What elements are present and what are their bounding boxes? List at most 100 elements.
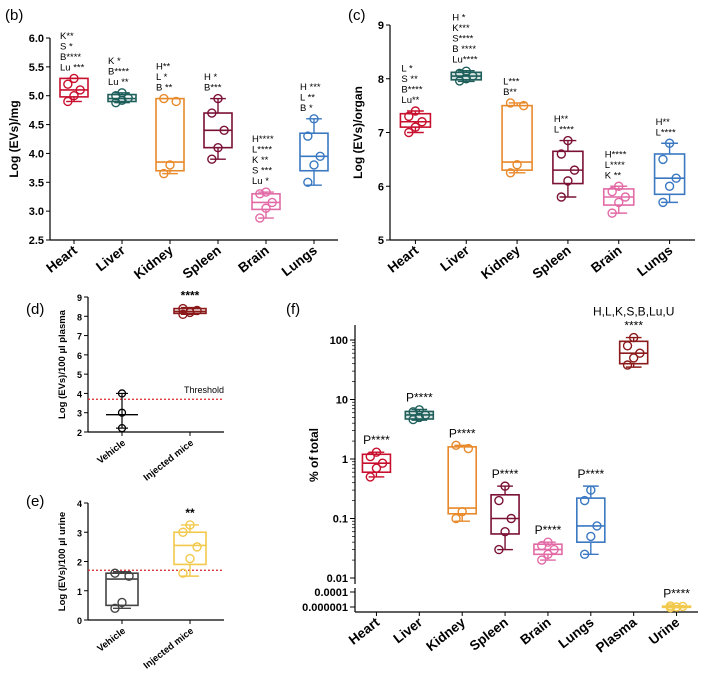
d-significance-label: ****: [181, 289, 200, 303]
b-significance-label: H ***: [300, 82, 321, 93]
f-spleen-point: [506, 513, 516, 524]
e-y-tick-label: 4: [77, 499, 82, 509]
c-liver-point: [468, 71, 478, 81]
b-brain-point: [261, 203, 271, 213]
c-heart-point: [417, 117, 427, 127]
b-y-tick-label: 5.0: [29, 91, 44, 103]
f-lungs-point: [586, 485, 596, 495]
d-category-label: Vehicle: [95, 438, 128, 467]
c-category-label: Liver: [437, 242, 472, 274]
b-liver-point: [111, 97, 121, 108]
e-y-tick-label: 1: [77, 587, 82, 597]
f-extra-point: [628, 332, 639, 343]
e-significance-label: **: [185, 506, 195, 520]
e-y-axis-label: Log (EVs)/100 µl urine: [57, 512, 68, 611]
f-y-tick-label: 1: [342, 454, 348, 466]
f-lungs-box: [576, 497, 606, 543]
b-significance-label: H****: [252, 134, 274, 145]
e-y-tick-label: 0: [77, 616, 82, 626]
f-category-label: Lungs: [556, 615, 597, 652]
d-y-tick-label: 9: [77, 293, 82, 303]
c-y-tick-label: 9: [378, 20, 384, 32]
c-kidney-box-group: [501, 98, 533, 178]
f-spleen-point: [494, 495, 504, 506]
f-brain-point: [543, 537, 553, 547]
f-heart-point: [371, 463, 382, 473]
c-spleen-point: [563, 176, 573, 186]
b-significance-label: S ***: [252, 166, 272, 177]
f-liver-point: [408, 407, 418, 417]
b-significance-label: L **: [300, 92, 315, 103]
d-vehicle-point: [117, 408, 127, 417]
b-kidney-point: [159, 168, 169, 179]
c-spleen-point: [563, 135, 573, 146]
f-extra-point: [628, 353, 639, 363]
d-y-axis-label: Log (EVs)/100 µl plasma: [57, 309, 68, 419]
b-liver-point: [117, 88, 127, 98]
b-heart-box: [59, 77, 89, 98]
f-liver-box-group: [404, 405, 435, 425]
b-brain-point: [255, 213, 265, 223]
c-brain-point: [614, 181, 624, 191]
b-spleen-point: [213, 93, 223, 104]
panel-label-e: (e): [26, 493, 44, 510]
f-lungs-point: [586, 531, 596, 542]
d-y-tick-label: 8: [77, 312, 82, 322]
b-category-label: Spleen: [180, 243, 224, 282]
d-vehicle-point: [117, 423, 127, 433]
f-kidney-box-group: [447, 440, 477, 524]
b-kidney-point: [159, 93, 169, 104]
e-y-tick-label: 3: [77, 528, 82, 538]
d-y-tick-label: 4: [77, 389, 82, 399]
b-lungs-point: [315, 151, 325, 162]
b-significance-label: B***: [204, 83, 222, 94]
c-significance-label: K **: [605, 170, 622, 181]
f-spleen-point: [500, 527, 510, 537]
b-significance-label: H**: [156, 62, 171, 73]
f-liver-point: [420, 410, 431, 420]
c-significance-label: K***: [452, 23, 470, 34]
f-category-label: Heart: [346, 614, 383, 647]
c-kidney-point: [512, 160, 522, 170]
b-significance-label: K **: [252, 155, 269, 166]
e-y-tick-label: 2: [77, 558, 82, 568]
b-significance-label: S *: [60, 41, 73, 52]
c-category-label: Heart: [385, 242, 422, 275]
c-spleen-point: [556, 192, 567, 202]
b-lungs-point: [303, 131, 313, 141]
d-category-label: Injected mice: [142, 438, 196, 484]
e-vehicle-box-group: [105, 568, 139, 613]
f-urine-box-group: [661, 601, 692, 613]
c-significance-label: B**: [503, 87, 517, 98]
c-heart-box: [399, 112, 432, 128]
c-lungs-point: [671, 173, 681, 183]
c-significance-label: Lu**: [401, 95, 419, 106]
e-category-label: Vehicle: [95, 626, 128, 655]
f-extra-point: [622, 341, 633, 351]
c-spleen-point: [556, 149, 567, 159]
e-injected-mice-point: [178, 527, 188, 537]
f-heart-point: [371, 447, 382, 457]
e-category-label: Injected mice: [142, 626, 196, 672]
b-spleen-point: [207, 108, 217, 118]
b-kidney-point: [171, 96, 181, 107]
c-significance-label: L****: [605, 160, 625, 171]
c-lungs-point: [664, 138, 675, 148]
b-category-label: Brain: [235, 243, 271, 276]
e-vehicle-point: [110, 568, 120, 578]
b-liver-box-group: [107, 88, 137, 108]
e-injected-mice-point: [185, 553, 195, 564]
b-brain-point: [267, 197, 277, 208]
b-category-label: Heart: [43, 242, 80, 275]
f-significance-label: P****: [577, 467, 604, 481]
e-injected-mice-point: [192, 542, 202, 552]
f-y-tick-label: 0.0001: [314, 587, 348, 599]
c-liver-point: [461, 66, 471, 76]
b-y-tick-label: 3.0: [29, 206, 44, 218]
c-significance-label: L****: [656, 127, 676, 138]
c-brain-point: [607, 186, 617, 197]
b-significance-label: B****: [108, 66, 129, 77]
e-injected-mice-point: [185, 520, 195, 530]
f-lungs-point: [592, 521, 602, 531]
